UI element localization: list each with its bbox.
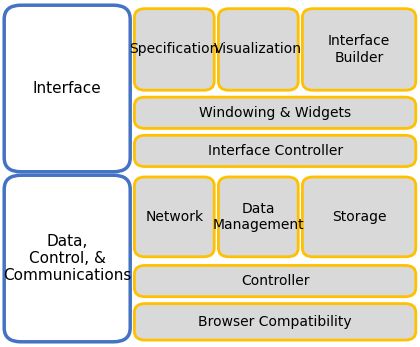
Text: Interface Controller: Interface Controller (207, 144, 343, 158)
Text: Network: Network (145, 210, 203, 224)
FancyBboxPatch shape (4, 175, 130, 342)
FancyBboxPatch shape (134, 9, 214, 90)
Text: Interface
Builder: Interface Builder (328, 34, 390, 65)
FancyBboxPatch shape (218, 9, 298, 90)
FancyBboxPatch shape (302, 9, 416, 90)
FancyBboxPatch shape (134, 265, 416, 297)
Text: Data
Management: Data Management (213, 202, 304, 232)
FancyBboxPatch shape (134, 304, 416, 340)
Text: Specification: Specification (130, 42, 219, 57)
FancyBboxPatch shape (134, 177, 214, 257)
FancyBboxPatch shape (4, 5, 130, 172)
FancyBboxPatch shape (302, 177, 416, 257)
FancyBboxPatch shape (134, 97, 416, 128)
Text: Storage: Storage (332, 210, 386, 224)
FancyBboxPatch shape (218, 177, 298, 257)
Text: Controller: Controller (241, 274, 310, 288)
Text: Windowing & Widgets: Windowing & Widgets (199, 106, 351, 120)
FancyBboxPatch shape (134, 135, 416, 167)
Text: Browser Compatibility: Browser Compatibility (198, 315, 352, 329)
Text: Interface: Interface (33, 81, 102, 96)
Text: Visualization: Visualization (214, 42, 302, 57)
Text: Data,
Control, &
Communications: Data, Control, & Communications (3, 234, 131, 283)
